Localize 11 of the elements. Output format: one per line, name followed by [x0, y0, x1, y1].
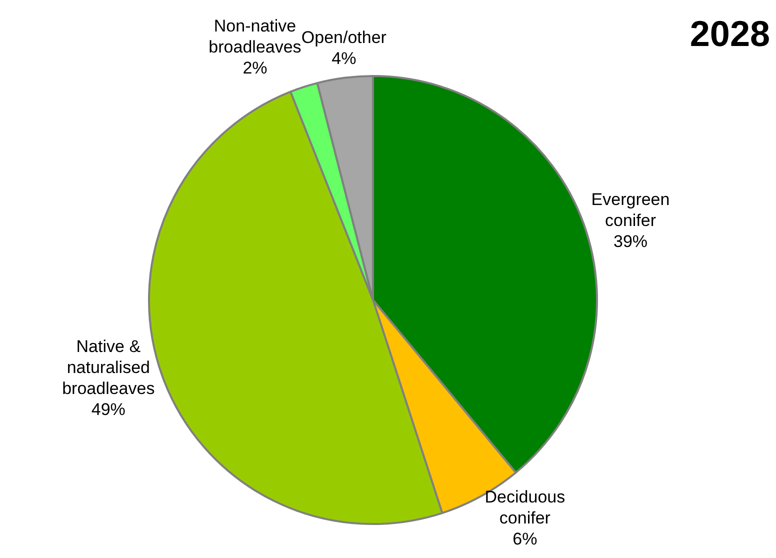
data-label: 39% [613, 232, 648, 252]
data-label: 6% [512, 530, 538, 549]
data-label: 4% [332, 49, 356, 68]
data-label: 49% [91, 400, 126, 419]
slice-label: Non-native broadleaves [208, 16, 302, 57]
slice-label: Open/other [301, 28, 387, 48]
slice-label: Native & naturalised broadleaves [62, 336, 155, 398]
chart-title: 2028 [690, 12, 770, 54]
slice-label: Deciduous conifer [484, 488, 566, 528]
slice-label: Evergreen conifer [591, 190, 670, 230]
data-label: 2% [242, 58, 268, 78]
